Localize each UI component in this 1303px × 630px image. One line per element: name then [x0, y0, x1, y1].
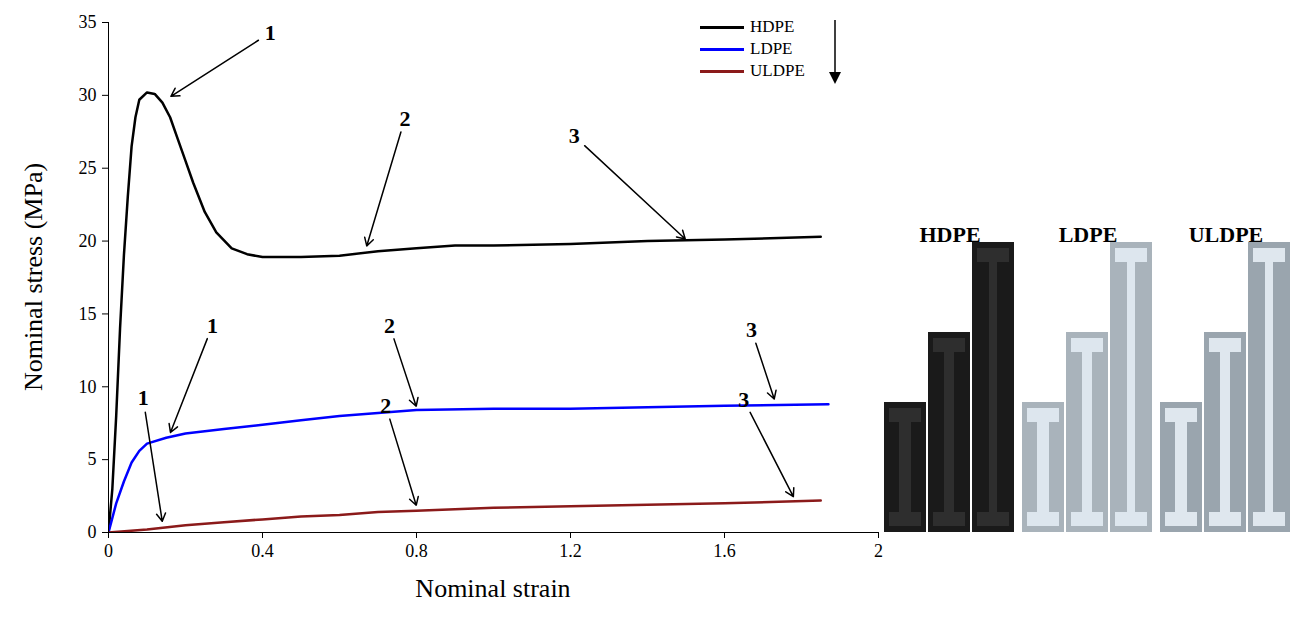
svg-text:3: 3: [569, 123, 580, 148]
svg-text:25: 25: [79, 158, 97, 178]
svg-text:1: 1: [138, 385, 149, 410]
svg-text:3: 3: [738, 387, 749, 412]
svg-text:0: 0: [104, 541, 113, 561]
svg-text:2: 2: [384, 313, 395, 338]
svg-text:10: 10: [79, 377, 97, 397]
svg-text:5: 5: [88, 449, 97, 469]
svg-text:HDPE: HDPE: [919, 222, 980, 247]
html-text:Nominal stress (MPa): Nominal stress (MPa): [19, 162, 48, 392]
svg-text:0: 0: [88, 522, 97, 542]
svg-text:2: 2: [399, 106, 410, 131]
svg-text:30: 30: [79, 85, 97, 105]
html-text:HDPE: HDPE: [750, 17, 795, 36]
svg-text:1.6: 1.6: [713, 541, 736, 561]
svg-text:3: 3: [746, 317, 757, 342]
svg-text:35: 35: [79, 12, 97, 32]
svg-text:1: 1: [265, 20, 276, 45]
svg-text:0.8: 0.8: [405, 541, 428, 561]
html-text:LDPE: LDPE: [750, 39, 793, 58]
svg-text:2: 2: [380, 393, 391, 418]
svg-text:1.2: 1.2: [559, 541, 582, 561]
svg-text:20: 20: [79, 231, 97, 251]
svg-text:15: 15: [79, 304, 97, 324]
html-text:ULDPE: ULDPE: [750, 61, 805, 80]
svg-text:ULDPE: ULDPE: [1189, 222, 1264, 247]
svg-text:1: 1: [207, 313, 218, 338]
svg-text:LDPE: LDPE: [1059, 222, 1118, 247]
svg-text:0.4: 0.4: [251, 541, 274, 561]
html-text:Nominal strain: Nominal strain: [415, 574, 571, 603]
svg-text:2: 2: [874, 541, 883, 561]
